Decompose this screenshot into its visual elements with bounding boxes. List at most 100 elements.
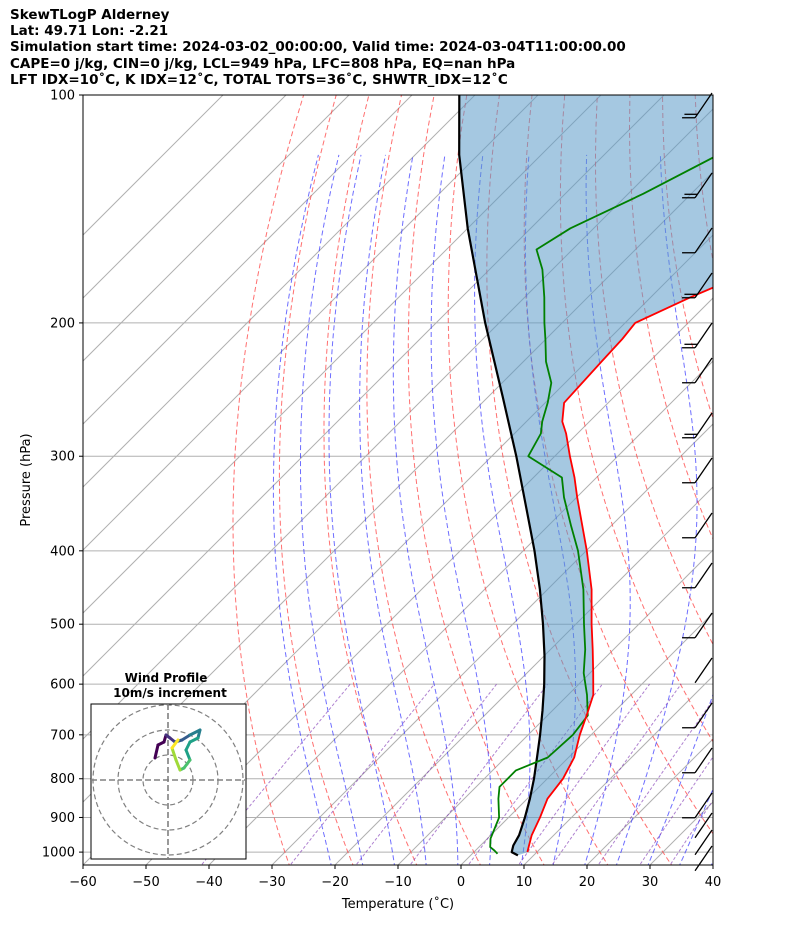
barb-shaft	[694, 412, 713, 439]
x-tick-label: 40	[705, 875, 722, 890]
wind-barb-column	[682, 92, 713, 872]
dry-adiabat	[447, 95, 609, 865]
moist-adiabat	[430, 154, 492, 865]
x-tick-label: 20	[579, 875, 596, 890]
mixing-ratio-line	[597, 699, 713, 865]
isotherm--40	[208, 360, 713, 865]
dry-adiabat	[232, 95, 305, 865]
wind-barb	[682, 92, 713, 119]
wind-barb	[694, 812, 713, 839]
isotherm--20	[334, 486, 713, 865]
barb-shaft	[694, 612, 713, 639]
mixing-ratio-line	[289, 683, 435, 865]
mixing-ratio-line	[669, 799, 713, 865]
wind-barb	[682, 747, 713, 774]
barb-shaft	[694, 792, 713, 819]
y-axis-label: Pressure (hPa)	[19, 433, 34, 526]
wind-barb	[682, 357, 713, 384]
dry-adiabat	[407, 95, 545, 865]
barb-shaft	[694, 702, 713, 729]
barb-shaft	[694, 92, 713, 119]
wind-barb	[682, 792, 713, 819]
isotherm--160	[83, 95, 224, 236]
barb-shaft	[694, 845, 713, 872]
x-tick-label: 0	[457, 875, 465, 890]
x-tick-label: −40	[195, 875, 222, 890]
hodograph-trace-segment	[170, 738, 180, 750]
dry-adiabat	[728, 95, 794, 868]
moist-adiabat	[359, 154, 427, 865]
y-tick-label: 100	[50, 89, 75, 104]
wind-barb	[682, 612, 713, 639]
x-tick-label: −30	[258, 875, 285, 890]
moist-adiabat	[272, 154, 332, 865]
isotherm--30	[271, 423, 713, 865]
wind-barb	[682, 512, 713, 539]
moist-adiabat	[710, 860, 713, 865]
wind-barb	[682, 702, 713, 729]
mixing-ratio-line	[517, 683, 651, 865]
isotherm--110	[83, 95, 539, 551]
moist-adiabat	[328, 154, 395, 865]
hodograph-trace-segment	[182, 758, 192, 770]
mixing-ratio-line	[409, 683, 549, 865]
hodograph-title: Wind Profile	[125, 671, 208, 685]
time-line: Simulation start time: 2024-03-02_00:00:…	[10, 39, 626, 56]
temperature-line	[526, 286, 713, 853]
indices-line-1: CAPE=0 j/kg, CIN=0 j/kg, LCL=949 hPa, LF…	[10, 55, 516, 72]
barb-shaft	[694, 272, 713, 299]
hodograph-subtitle: 10m/s increment	[113, 686, 227, 700]
barb-shaft	[694, 812, 713, 839]
y-tick-label: 800	[50, 772, 75, 787]
y-tick-label: 300	[50, 450, 75, 465]
isotherm--10	[397, 549, 713, 865]
chart-header: SkewTLogP Alderney Lat: 49.71 Lon: -2.21…	[10, 7, 626, 88]
dry-adiabat	[760, 95, 794, 868]
hodograph-trace-segment	[153, 743, 160, 760]
hodograph-trace-segment	[170, 746, 178, 762]
hodograph-trace-segment	[180, 733, 192, 742]
dry-adiabat	[278, 95, 354, 865]
dry-adiabat	[662, 95, 713, 420]
hodograph-inset: Wind Profile 10m/s increment	[90, 671, 247, 860]
parcel-path-line	[458, 95, 546, 857]
y-tick-label: 400	[50, 544, 75, 559]
isotherm--130	[83, 95, 413, 425]
moist-adiabat	[647, 693, 713, 865]
y-tick-label: 1000	[42, 846, 75, 861]
moist-adiabat	[615, 154, 698, 865]
hodograph-trace-segment	[174, 758, 182, 772]
indices-line-2: LFT IDX=10˚C, K IDX=12˚C, TOTAL TOTS=36˚…	[10, 71, 508, 88]
wind-barb	[694, 845, 713, 872]
isotherm--120	[83, 95, 476, 488]
wind-barb	[682, 227, 713, 254]
wind-barb	[694, 829, 713, 856]
wind-barb	[682, 412, 713, 439]
isotherm-0	[460, 612, 713, 865]
cape-fill-layer	[459, 95, 713, 856]
axis-ticks: −60 −50 −40 −30 −20 −10 0 10 20 30 40 1000 900 800 700…	[42, 89, 721, 891]
location-line: Lat: 49.71 Lon: -2.21	[10, 23, 169, 40]
y-tick-label: 200	[50, 316, 75, 331]
moist-adiabat	[392, 154, 459, 865]
isotherm--140	[83, 95, 350, 362]
barb-shaft	[694, 657, 713, 684]
dewpoint-line	[489, 156, 713, 855]
dry-adiabat	[366, 95, 481, 865]
wind-barb	[682, 172, 713, 199]
hodograph-trace-segment	[184, 748, 192, 762]
x-tick-label: 30	[642, 875, 659, 890]
barb-shaft	[694, 172, 713, 199]
barb-shaft	[694, 357, 713, 384]
x-tick-label: −60	[69, 875, 96, 890]
stable-area-fill	[459, 95, 713, 856]
x-tick-label: −20	[321, 875, 348, 890]
moist-adiabat	[300, 154, 364, 865]
wind-barb	[682, 562, 713, 589]
isotherm--150	[83, 95, 287, 299]
barb-shaft	[694, 829, 713, 856]
wind-barb	[682, 272, 713, 299]
x-tick-label: 10	[516, 875, 533, 890]
moist-adiabat	[679, 788, 713, 865]
y-tick-label: 700	[50, 728, 75, 743]
